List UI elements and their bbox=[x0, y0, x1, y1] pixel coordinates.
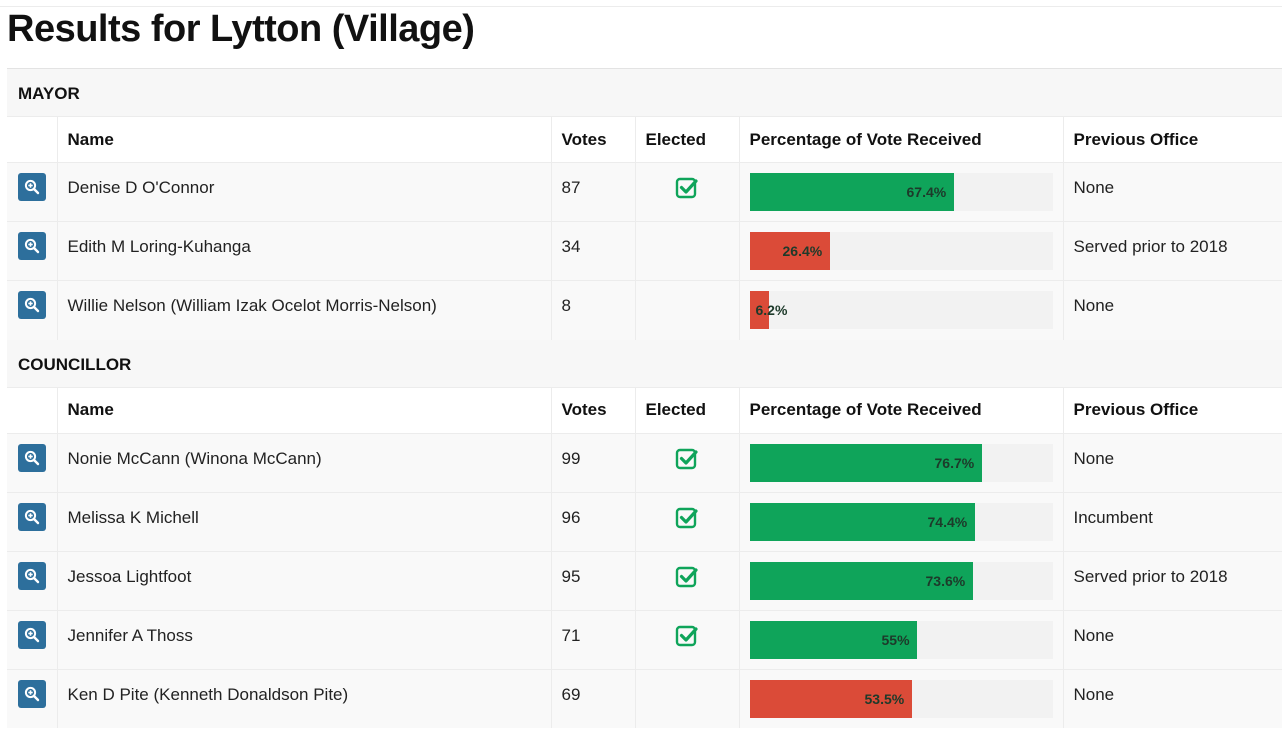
check-square-icon bbox=[674, 623, 700, 649]
header-votes: Votes bbox=[551, 386, 636, 433]
vote-percentage-bar: 73.6% bbox=[749, 561, 1053, 600]
zoom-in-icon bbox=[24, 627, 40, 643]
vote-percentage-bar: 67.4% bbox=[749, 173, 1053, 211]
zoom-in-icon bbox=[24, 179, 40, 195]
candidate-votes: 99 bbox=[551, 432, 636, 492]
results-table-mayor: Name Votes Elected Percentage of Vote Recei… bbox=[7, 116, 1282, 340]
candidate-name: Melissa K Michell bbox=[57, 491, 552, 551]
previous-office: Served prior to 2018 bbox=[1063, 550, 1282, 610]
header-votes: Votes bbox=[551, 116, 636, 163]
table-row: Denise D O'Connor 87 67.4% None bbox=[7, 162, 1282, 222]
table-row: Jennifer A Thoss 71 55% None bbox=[7, 609, 1282, 669]
view-candidate-button[interactable] bbox=[18, 291, 46, 319]
zoom-in-icon bbox=[24, 450, 40, 466]
previous-office: None bbox=[1063, 162, 1282, 222]
vote-percentage-label: 55% bbox=[881, 631, 910, 648]
vote-percentage-bar: 55% bbox=[749, 620, 1053, 659]
check-square-icon bbox=[674, 564, 700, 590]
zoom-in-icon bbox=[24, 297, 40, 313]
zoom-in-icon bbox=[24, 238, 40, 254]
zoom-in-icon bbox=[24, 568, 40, 584]
check-square-icon bbox=[674, 505, 700, 531]
candidate-votes: 34 bbox=[551, 221, 636, 281]
candidate-votes: 87 bbox=[551, 162, 636, 222]
vote-percentage-bar: 26.4% bbox=[749, 232, 1053, 270]
candidate-name: Jessoa Lightfoot bbox=[57, 550, 552, 610]
candidate-votes: 95 bbox=[551, 550, 636, 610]
vote-percentage-fill bbox=[749, 620, 917, 659]
check-square-icon bbox=[674, 175, 700, 201]
check-square-icon bbox=[674, 446, 700, 472]
candidate-name: Denise D O'Connor bbox=[57, 162, 552, 222]
view-candidate-button[interactable] bbox=[18, 173, 46, 201]
previous-office: None bbox=[1063, 280, 1282, 340]
vote-percentage-fill bbox=[749, 232, 830, 270]
candidate-votes: 71 bbox=[551, 609, 636, 669]
vote-percentage-label: 53.5% bbox=[864, 690, 905, 707]
view-candidate-button[interactable] bbox=[18, 620, 46, 649]
table-row: Ken D Pite (Kenneth Donaldson Pite) 69 53.… bbox=[7, 668, 1282, 728]
header-percentage: Percentage of Vote Received bbox=[739, 116, 1064, 163]
candidate-votes: 96 bbox=[551, 491, 636, 551]
header-previous-office: Previous Office bbox=[1063, 116, 1282, 163]
view-candidate-button[interactable] bbox=[18, 502, 46, 531]
zoom-in-icon bbox=[24, 686, 40, 702]
header-elected: Elected bbox=[635, 116, 740, 163]
table-row: Melissa K Michell 96 74.4% Incumbent bbox=[7, 491, 1282, 551]
vote-percentage-label: 67.4% bbox=[906, 184, 947, 200]
view-candidate-button[interactable] bbox=[18, 443, 46, 472]
zoom-in-icon bbox=[24, 509, 40, 525]
header-action bbox=[7, 386, 58, 433]
view-candidate-button[interactable] bbox=[18, 679, 46, 708]
vote-percentage-bar: 6.2% bbox=[749, 291, 1053, 329]
vote-percentage-bar: 53.5% bbox=[749, 679, 1053, 718]
results-table-councillor: Name Votes Elected Percentage of Vote Recei… bbox=[7, 386, 1282, 728]
vote-percentage-label: 76.7% bbox=[934, 454, 975, 471]
previous-office: None bbox=[1063, 432, 1282, 492]
header-action bbox=[7, 116, 58, 163]
header-percentage: Percentage of Vote Received bbox=[739, 386, 1064, 433]
header-name: Name bbox=[57, 116, 552, 163]
candidate-votes: 69 bbox=[551, 668, 636, 728]
header-name: Name bbox=[57, 386, 552, 433]
previous-office: Incumbent bbox=[1063, 491, 1282, 551]
previous-office: None bbox=[1063, 668, 1282, 728]
table-row: Jessoa Lightfoot 95 73.6% Served prior to 2… bbox=[7, 550, 1282, 610]
table-row: Willie Nelson (William Izak Ocelot Morri… bbox=[7, 280, 1282, 340]
vote-percentage-fill bbox=[749, 443, 982, 482]
vote-percentage-label: 6.2% bbox=[755, 302, 788, 318]
header-previous-office: Previous Office bbox=[1063, 386, 1282, 433]
vote-percentage-bar: 74.4% bbox=[749, 502, 1053, 541]
vote-percentage-fill bbox=[749, 502, 975, 541]
candidate-name: Ken D Pite (Kenneth Donaldson Pite) bbox=[57, 668, 552, 728]
view-candidate-button[interactable] bbox=[18, 561, 46, 590]
table-header-row: Name Votes Elected Percentage of Vote Recei… bbox=[7, 386, 1282, 433]
page-title: Results for Lytton (Village) bbox=[7, 8, 475, 50]
results-container: MAYOR Name Votes Elected Percentage of Vote … bbox=[7, 68, 1282, 728]
vote-percentage-label: 74.4% bbox=[927, 513, 968, 530]
vote-percentage-fill bbox=[749, 291, 769, 329]
section-title-councillor: COUNCILLOR bbox=[7, 339, 1282, 387]
vote-percentage-bar: 76.7% bbox=[749, 443, 1053, 482]
top-divider bbox=[0, 6, 1282, 7]
table-row: Edith M Loring-Kuhanga 34 26.4% Served prio… bbox=[7, 221, 1282, 281]
section-title-mayor: MAYOR bbox=[7, 68, 1282, 116]
candidate-name: Jennifer A Thoss bbox=[57, 609, 552, 669]
view-candidate-button[interactable] bbox=[18, 232, 46, 260]
vote-percentage-label: 26.4% bbox=[782, 243, 823, 259]
header-elected: Elected bbox=[635, 386, 740, 433]
vote-percentage-fill bbox=[749, 561, 973, 600]
candidate-name: Nonie McCann (Winona McCann) bbox=[57, 432, 552, 492]
table-header-row: Name Votes Elected Percentage of Vote Recei… bbox=[7, 116, 1282, 163]
candidate-name: Willie Nelson (William Izak Ocelot Morri… bbox=[57, 280, 552, 340]
previous-office: None bbox=[1063, 609, 1282, 669]
vote-percentage-fill bbox=[749, 173, 954, 211]
table-row: Nonie McCann (Winona McCann) 99 76.7% None bbox=[7, 432, 1282, 492]
candidate-votes: 8 bbox=[551, 280, 636, 340]
previous-office: Served prior to 2018 bbox=[1063, 221, 1282, 281]
vote-percentage-label: 73.6% bbox=[925, 572, 966, 589]
candidate-name: Edith M Loring-Kuhanga bbox=[57, 221, 552, 281]
vote-percentage-fill bbox=[749, 679, 912, 718]
